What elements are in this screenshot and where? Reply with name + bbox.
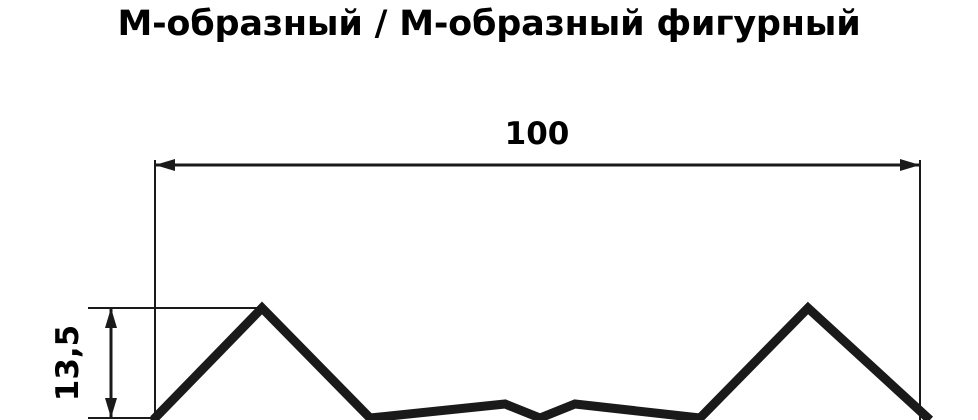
- profile-drawing: 100 13,5: [50, 116, 934, 420]
- height-dimension-label: 13,5: [50, 325, 86, 402]
- width-dimension-label: 100: [505, 116, 570, 152]
- width-arrowhead-right: [900, 159, 920, 171]
- height-arrowhead-top: [105, 308, 117, 328]
- width-arrowhead-left: [155, 159, 175, 171]
- profile-outline: [150, 301, 934, 420]
- height-arrowhead-bottom: [105, 398, 117, 418]
- page-title: М-образный / М-образный фигурный: [117, 4, 861, 44]
